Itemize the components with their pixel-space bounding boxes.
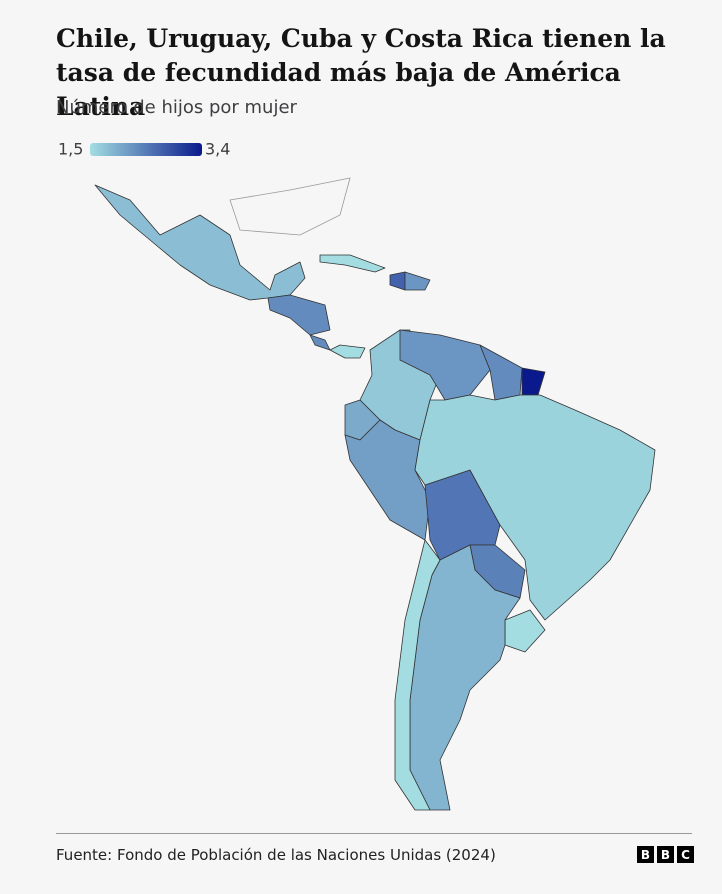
divider <box>56 833 692 834</box>
country <box>267 294 331 336</box>
legend-max: 3,4 <box>205 140 230 159</box>
usa-outline <box>229 177 351 236</box>
country <box>504 609 546 653</box>
country <box>394 539 441 811</box>
country <box>389 271 406 291</box>
country <box>94 184 306 301</box>
country <box>319 254 386 273</box>
country <box>309 334 331 351</box>
country <box>414 394 656 621</box>
logo-letter: C <box>677 846 694 863</box>
subtitle: Número de hijos por mujer <box>56 97 297 118</box>
country <box>521 367 546 396</box>
legend-min: 1,5 <box>58 140 83 159</box>
logo: B B C <box>637 846 694 863</box>
logo-letter: B <box>657 846 674 863</box>
country <box>344 419 431 541</box>
legend-bar <box>90 143 202 156</box>
title: Chile, Uruguay, Cuba y Costa Rica tienen… <box>56 24 666 121</box>
source: Fuente: Fondo de Población de las Nacion… <box>56 846 496 864</box>
logo-letter: B <box>637 846 654 863</box>
country <box>329 344 366 359</box>
country <box>404 271 431 291</box>
